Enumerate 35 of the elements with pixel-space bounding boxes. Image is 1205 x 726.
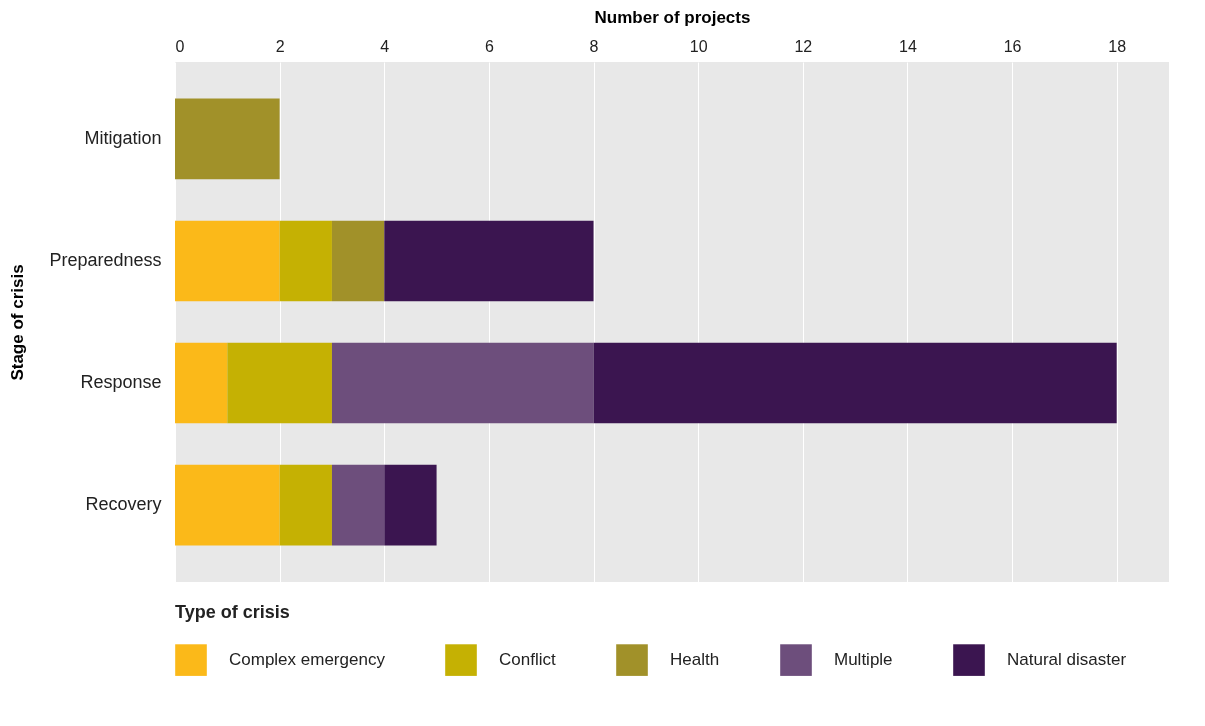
bar: [175, 98, 280, 180]
bar: [175, 464, 280, 546]
legend-label: Health: [670, 650, 720, 670]
bar: [227, 342, 332, 424]
x-tick-label: 12: [794, 37, 813, 55]
x-tick-label: 4: [380, 37, 390, 55]
legend-label: Conflict: [499, 650, 556, 670]
bar: [279, 220, 332, 302]
bar: [384, 464, 437, 546]
x-tick-label: 6: [484, 37, 494, 55]
bar: [331, 464, 385, 546]
x-tick-label: 2: [275, 37, 285, 55]
legend-label: Multiple: [834, 650, 893, 670]
y-tick-label: Response: [80, 372, 162, 393]
y-tick-label: Mitigation: [84, 127, 162, 148]
x-tick-label: 8: [589, 37, 599, 55]
x-tick-label: 16: [1003, 37, 1022, 55]
legend-label: Natural disaster: [1007, 650, 1127, 670]
bar: [175, 342, 228, 424]
bar: [384, 220, 594, 302]
y-axis-title: Stage of crisis: [8, 264, 28, 381]
x-tick-label: 14: [899, 37, 917, 55]
x-tick-label: 0: [175, 37, 185, 55]
legend-label: Complex emergency: [229, 650, 386, 670]
y-tick-label: Preparedness: [49, 249, 162, 270]
y-tick-label: Recovery: [85, 494, 162, 515]
bar: [279, 464, 332, 546]
legend-title: Type of crisis: [175, 602, 290, 622]
bar: [331, 342, 594, 424]
x-tick-label: 18: [1108, 37, 1127, 55]
bar: [593, 342, 1117, 424]
x-axis-title: Number of projects: [594, 7, 751, 27]
x-tick-label: 10: [689, 37, 708, 55]
bar: [175, 220, 280, 302]
bar: [331, 220, 385, 302]
